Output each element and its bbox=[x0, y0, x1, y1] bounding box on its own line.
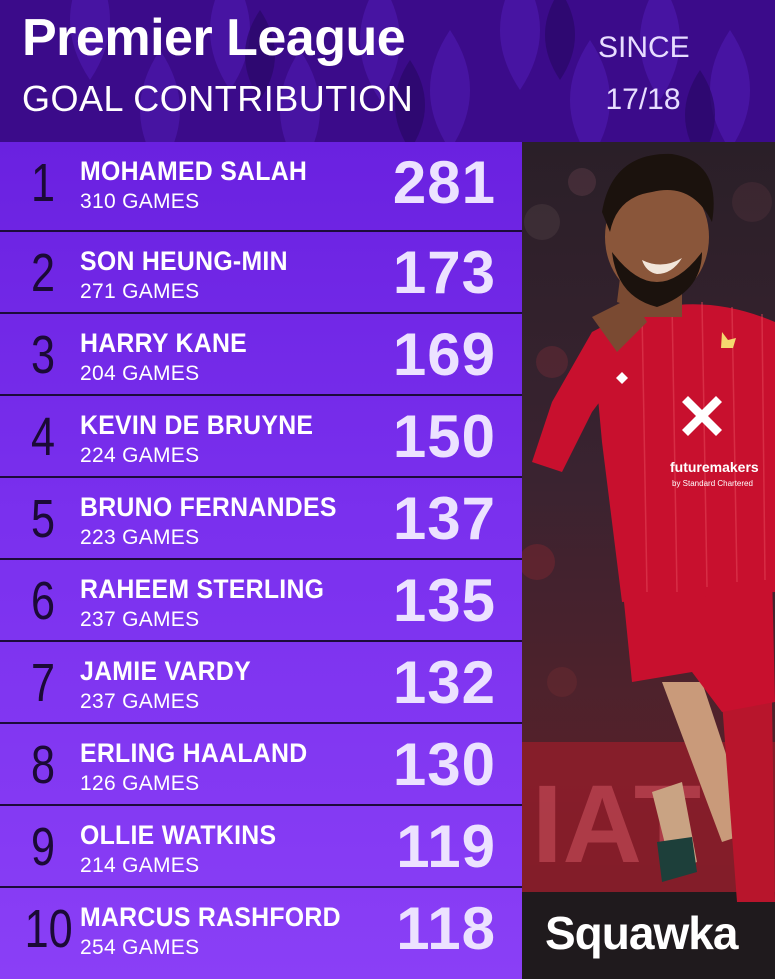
player-name: HARRY KANE bbox=[80, 328, 248, 358]
rank-number: 6 bbox=[30, 571, 56, 631]
games-count: 254 GAMES bbox=[80, 936, 200, 959]
list-item: 2 SON HEUNG-MIN 271 GAMES 173 bbox=[0, 232, 522, 314]
goal-contribution-value: 173 bbox=[392, 239, 496, 306]
kit-brand-icon bbox=[616, 372, 628, 384]
games-count: 310 GAMES bbox=[80, 190, 200, 213]
rank-number: 4 bbox=[30, 407, 56, 467]
sponsor-logo bbox=[682, 396, 722, 436]
rank-number: 10 bbox=[24, 899, 73, 959]
games-count: 223 GAMES bbox=[80, 526, 200, 549]
games-count: 126 GAMES bbox=[80, 772, 200, 795]
player-name: SON HEUNG-MIN bbox=[80, 246, 288, 276]
rank-number: 8 bbox=[30, 735, 56, 795]
goal-contribution-value: 281 bbox=[392, 149, 496, 216]
rank-number: 2 bbox=[30, 243, 56, 303]
header: Premier League GOAL CONTRIBUTION SINCE 1… bbox=[0, 0, 775, 142]
games-count: 271 GAMES bbox=[80, 280, 200, 303]
goal-contribution-value: 169 bbox=[392, 321, 496, 388]
list-item: 3 HARRY KANE 204 GAMES 169 bbox=[0, 314, 522, 396]
ranking-list: 1 MOHAMED SALAH 310 GAMES 281 2 SON HEUN… bbox=[0, 142, 522, 979]
goal-contribution-value: 132 bbox=[392, 649, 496, 716]
season-badge: SINCE 17/18 bbox=[598, 22, 690, 126]
sponsor-subtext: by Standard Chartered bbox=[672, 479, 753, 488]
page-title: Premier League bbox=[22, 9, 406, 67]
rank-number: 1 bbox=[30, 153, 56, 213]
games-count: 237 GAMES bbox=[80, 608, 200, 631]
player-photo: IAT bbox=[522, 142, 775, 979]
goal-contribution-value: 150 bbox=[392, 403, 496, 470]
player-name: OLLIE WATKINS bbox=[80, 820, 277, 850]
club-crest-icon bbox=[721, 332, 736, 348]
list-item: 8 ERLING HAALAND 126 GAMES 130 bbox=[0, 724, 522, 806]
player-name: MOHAMED SALAH bbox=[80, 156, 308, 186]
player-name: MARCUS RASHFORD bbox=[80, 902, 341, 932]
games-count: 237 GAMES bbox=[80, 690, 200, 713]
list-item: 7 JAMIE VARDY 237 GAMES 132 bbox=[0, 642, 522, 724]
player-name: KEVIN DE BRUYNE bbox=[80, 410, 314, 440]
list-item: 5 BRUNO FERNANDES 223 GAMES 137 bbox=[0, 478, 522, 560]
list-item: 10 MARCUS RASHFORD 254 GAMES 118 bbox=[0, 888, 522, 979]
games-count: 224 GAMES bbox=[80, 444, 200, 467]
games-count: 214 GAMES bbox=[80, 854, 200, 877]
since-value: 17/18 bbox=[605, 83, 681, 116]
games-count: 204 GAMES bbox=[80, 362, 200, 385]
sponsor-text: futuremakers bbox=[670, 459, 759, 475]
list-item: 1 MOHAMED SALAH 310 GAMES 281 bbox=[0, 142, 522, 232]
list-item: 4 KEVIN DE BRUYNE 224 GAMES 150 bbox=[0, 396, 522, 478]
goal-contribution-value: 137 bbox=[392, 485, 496, 552]
goal-contribution-value: 135 bbox=[392, 567, 496, 634]
rank-number: 9 bbox=[30, 817, 56, 877]
squawka-logo: Squawka bbox=[545, 907, 738, 959]
list-item: 6 RAHEEM STERLING 237 GAMES 135 bbox=[0, 560, 522, 642]
goal-contribution-value: 118 bbox=[396, 895, 496, 962]
rank-number: 3 bbox=[30, 325, 56, 385]
player-illustration: IAT bbox=[522, 153, 775, 979]
goal-contribution-value: 130 bbox=[392, 731, 496, 798]
page-subtitle: GOAL CONTRIBUTION bbox=[22, 78, 414, 119]
since-label: SINCE bbox=[598, 31, 690, 64]
header-pattern bbox=[70, 0, 750, 142]
rank-number: 7 bbox=[30, 653, 56, 713]
player-name: RAHEEM STERLING bbox=[80, 574, 325, 604]
rank-number: 5 bbox=[30, 489, 56, 549]
player-name: BRUNO FERNANDES bbox=[80, 492, 337, 522]
player-name: ERLING HAALAND bbox=[80, 738, 308, 768]
list-item: 9 OLLIE WATKINS 214 GAMES 119 bbox=[0, 806, 522, 888]
player-name: JAMIE VARDY bbox=[80, 656, 251, 686]
goal-contribution-value: 119 bbox=[396, 813, 496, 880]
